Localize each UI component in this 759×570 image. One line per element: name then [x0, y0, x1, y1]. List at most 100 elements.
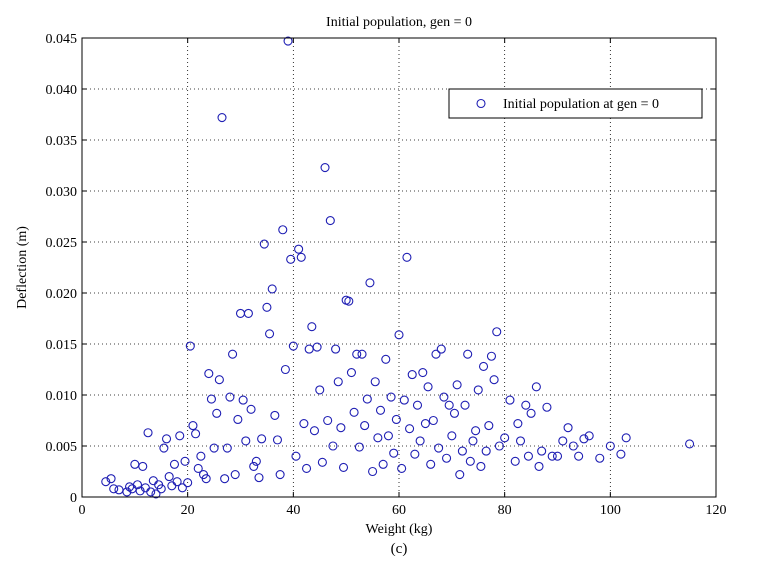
data-point [354, 442, 364, 452]
data-point [500, 433, 510, 443]
data-point [574, 451, 584, 461]
x-tick-label: 20 [181, 503, 195, 518]
x-tick-label: 120 [706, 503, 727, 518]
data-point [473, 385, 483, 395]
data-point [415, 436, 425, 446]
data-point [204, 369, 214, 379]
data-point [449, 408, 460, 418]
plot-frame [81, 37, 717, 498]
data-point [584, 431, 594, 441]
data-point [526, 408, 536, 418]
data-point [175, 431, 185, 441]
data-point [309, 426, 320, 436]
data-point [468, 436, 478, 446]
data-point [370, 377, 380, 387]
data-point [534, 461, 544, 471]
data-point [254, 473, 264, 483]
data-point [212, 408, 222, 418]
data-point [418, 368, 428, 378]
data-point [320, 162, 330, 173]
data-point [389, 448, 399, 458]
data-point [685, 439, 695, 449]
data-point [267, 284, 277, 294]
data-point [161, 434, 172, 444]
data-point [201, 474, 211, 484]
data-point [214, 375, 224, 385]
data-point [233, 414, 243, 425]
data-point [151, 489, 161, 499]
data-point [315, 385, 325, 395]
data-point [547, 451, 557, 461]
data-point [407, 370, 417, 380]
data-point [349, 407, 359, 417]
data-point [286, 254, 296, 264]
figure-caption: (c) [391, 541, 408, 557]
x-tick-label: 0 [79, 503, 86, 518]
data-point [206, 394, 216, 404]
data-point [542, 402, 552, 412]
data-point [283, 36, 293, 46]
data-point [312, 342, 322, 352]
data-point [333, 377, 343, 387]
data-point [402, 252, 412, 262]
x-axis-label: Weight (kg) [366, 522, 433, 537]
data-point [217, 113, 227, 123]
data-point [513, 419, 523, 429]
data-point [489, 375, 499, 385]
y-tick-label: 0.045 [46, 32, 78, 47]
data-point [243, 308, 253, 318]
data-point [220, 474, 230, 484]
data-points [101, 36, 695, 499]
data-point [391, 414, 401, 425]
data-point [465, 456, 475, 466]
data-point [257, 434, 267, 444]
data-point [259, 239, 269, 249]
y-tick-label: 0.015 [46, 338, 78, 353]
data-point [365, 278, 375, 288]
data-point [270, 410, 280, 420]
data-point [159, 443, 169, 453]
data-point [172, 477, 182, 487]
data-point [368, 466, 378, 477]
data-point [225, 392, 235, 402]
data-point [386, 392, 396, 402]
data-point [135, 486, 145, 496]
data-point [383, 431, 393, 441]
x-tick-label: 100 [600, 503, 621, 518]
data-point [180, 456, 190, 466]
data-point [352, 349, 362, 359]
data-point [362, 394, 372, 404]
data-point [558, 436, 568, 446]
data-point [523, 451, 533, 461]
data-point [471, 426, 481, 436]
legend-entry: Initial population at gen = 0 [503, 97, 659, 112]
data-point [262, 302, 272, 312]
data-point [423, 382, 433, 392]
data-point [191, 429, 201, 439]
data-point [360, 421, 370, 431]
axis-ticks: 0 20 40 60 80 100 120 0 0.005 0.010 0.015 0.020 0.02… [46, 32, 727, 518]
data-point [486, 351, 497, 361]
data-point [106, 474, 116, 484]
data-point [299, 419, 309, 429]
data-point [447, 431, 457, 441]
data-point [412, 400, 423, 410]
data-point [357, 349, 367, 359]
y-tick-label: 0.005 [46, 440, 78, 455]
data-point [177, 483, 187, 493]
data-point [521, 400, 531, 410]
data-point [196, 451, 206, 461]
data-point [278, 225, 288, 235]
data-point [439, 392, 449, 402]
data-point [515, 436, 526, 446]
data-point [621, 433, 631, 443]
y-tick-label: 0.010 [46, 389, 78, 404]
data-point [463, 349, 473, 359]
data-point [616, 449, 626, 459]
data-point [394, 330, 404, 340]
data-point [476, 461, 486, 471]
data-point [579, 434, 589, 444]
data-point [228, 349, 238, 359]
data-point [323, 415, 333, 426]
